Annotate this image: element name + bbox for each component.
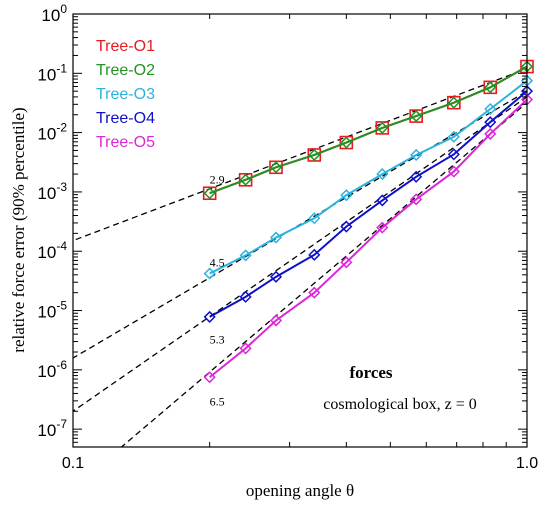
y-tick-label: 10-2 (37, 121, 67, 144)
data-point (447, 130, 460, 143)
fit-label-1: 2.9 (210, 172, 225, 186)
x-tick-label: 1.0 (516, 455, 538, 472)
x-axis-label: opening angle θ (246, 481, 354, 500)
data-point (203, 187, 216, 200)
data-point (484, 102, 497, 116)
data-point (376, 194, 389, 207)
data-point (410, 170, 423, 183)
data-point (410, 110, 423, 123)
power-law-fit-lines (73, 68, 527, 447)
series-line-tree-o5 (209, 98, 528, 379)
data-point (447, 165, 460, 178)
y-tick-label: 10-4 (37, 239, 67, 262)
data-point (269, 270, 283, 283)
data-point (376, 221, 389, 234)
series-tree-o4 (203, 85, 534, 323)
data-point (410, 148, 423, 162)
data-point (447, 148, 460, 161)
legend-entry-tree-o3: Tree-O3 (96, 86, 155, 103)
data-point (447, 96, 460, 109)
data-point (308, 286, 321, 299)
data-series (202, 59, 534, 384)
data-point (239, 249, 252, 262)
data-point (376, 168, 389, 181)
y-axis-label: relative force error (90% percentile) (9, 107, 28, 352)
fit-line-2 (73, 90, 527, 359)
fit-line-4 (120, 102, 527, 447)
y-tick-label: 10-6 (37, 358, 67, 381)
series-tree-o1 (202, 59, 534, 201)
y-tick-label: 10-7 (37, 417, 67, 440)
fit-label-2: 4.5 (210, 256, 225, 270)
series-line-tree-o2 (209, 65, 528, 195)
series-tree-o5 (203, 93, 534, 384)
data-point (308, 148, 321, 162)
data-point (203, 267, 216, 280)
data-point (308, 248, 321, 261)
data-point (203, 310, 216, 323)
fit-line-1 (73, 68, 527, 242)
data-point (484, 81, 497, 94)
y-tick-label: 10-3 (37, 180, 67, 203)
data-point (239, 290, 252, 303)
axis-ticks: 0.1 1.0 100 10-1 10-2 10-3 10-4 10-5 10-6 10-7 (37, 2, 538, 472)
plot-frame (72, 13, 528, 448)
fit-label-4: 6.5 (210, 395, 225, 409)
annotation-box: cosmological box, z = 0 (323, 396, 476, 413)
data-point (376, 121, 389, 134)
data-point (484, 116, 497, 129)
data-point (269, 231, 283, 244)
y-tick-label: 100 (41, 2, 67, 25)
data-point (340, 189, 353, 202)
data-point (340, 256, 353, 269)
data-point (239, 173, 252, 186)
series-line-tree-o4 (209, 90, 528, 318)
legend-entry-tree-o5: Tree-O5 (96, 134, 155, 151)
data-point (308, 212, 321, 225)
fit-slope-labels: 2.9 4.5 5.3 6.5 (210, 172, 225, 408)
y-tick-label: 10-1 (37, 61, 67, 84)
data-point (203, 371, 216, 384)
data-point (410, 193, 423, 206)
fit-label-3: 5.3 (210, 332, 225, 346)
series-line-tree-o3 (209, 79, 528, 275)
y-tick-label: 10-5 (37, 299, 67, 322)
plot-area-border (72, 13, 528, 448)
x-tick-label: 0.1 (62, 455, 84, 472)
legend-entry-tree-o2: Tree-O2 (96, 62, 155, 79)
legend-entry-tree-o4: Tree-O4 (96, 110, 155, 127)
annotation-forces: forces (349, 363, 392, 382)
annotations: forces cosmological box, z = 0 (323, 363, 476, 413)
data-point (484, 127, 497, 140)
data-point (340, 220, 353, 233)
fit-line-3 (73, 96, 527, 413)
series-tree-o2 (203, 60, 534, 200)
data-point (269, 161, 283, 174)
data-point (269, 314, 283, 327)
data-point (239, 342, 252, 355)
legend-entry-tree-o1: Tree-O1 (96, 38, 155, 55)
data-point (340, 136, 353, 149)
legend: Tree-O1 Tree-O2 Tree-O3 Tree-O4 Tree-O5 (96, 38, 155, 151)
